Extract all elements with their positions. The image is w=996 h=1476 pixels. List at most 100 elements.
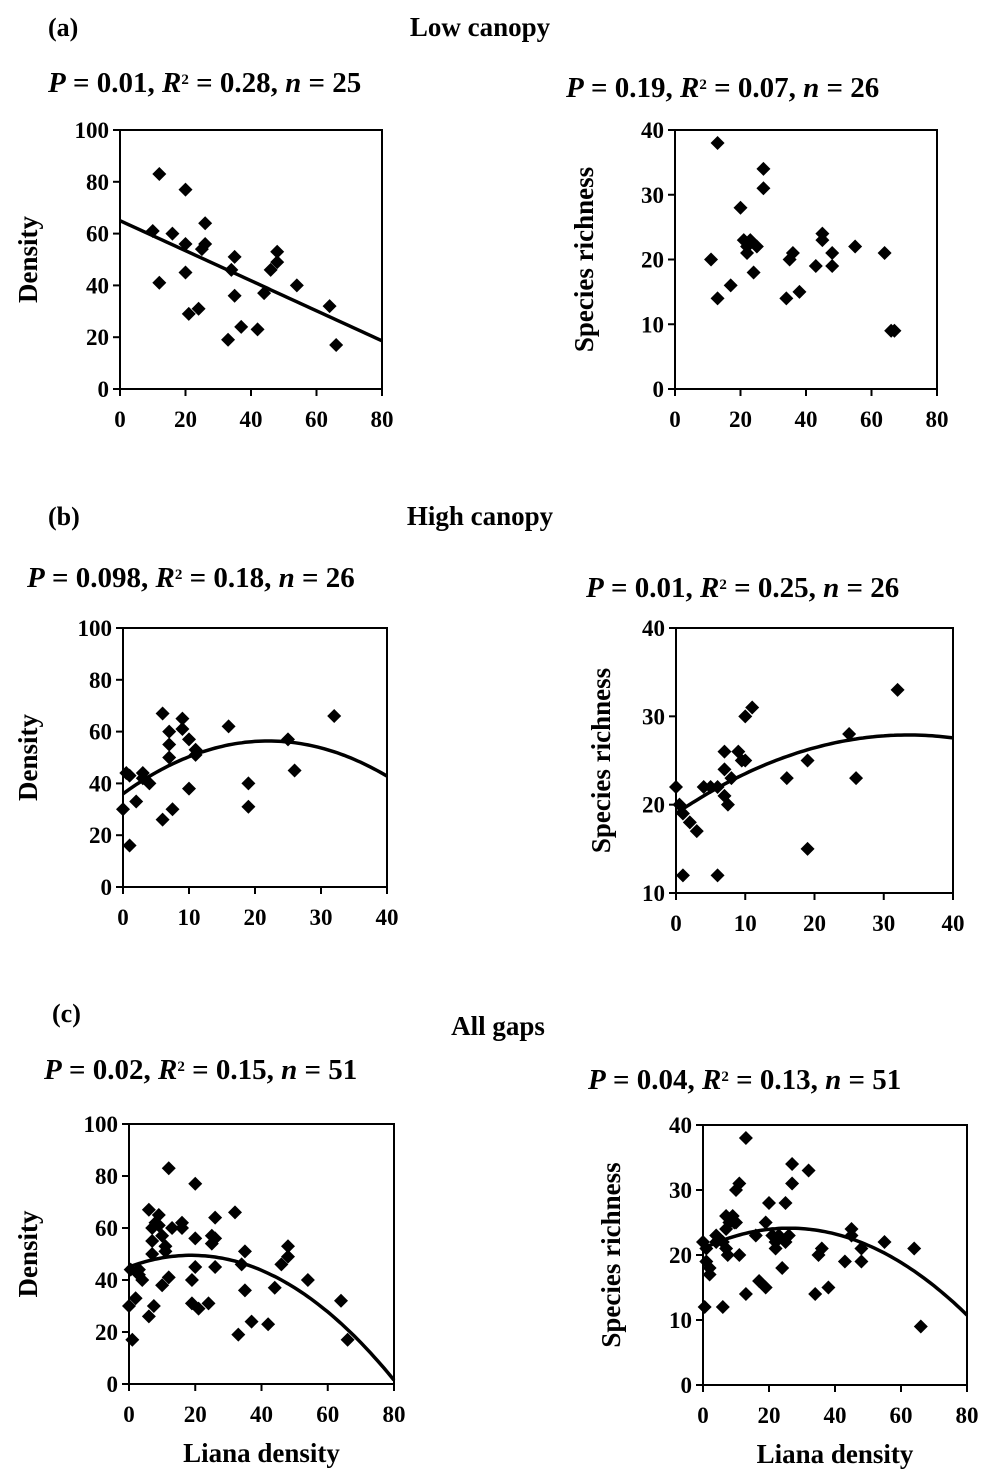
data-point: [775, 1261, 790, 1275]
data-point: [145, 224, 160, 239]
data-point: [779, 291, 794, 306]
panel-label-b: (b): [48, 502, 80, 531]
data-point: [778, 1196, 793, 1210]
x-tick-label: 0: [117, 905, 129, 930]
data-point: [141, 1309, 156, 1324]
row-title-a: Low canopy: [410, 12, 551, 42]
stats-label: P = 0.01, R2 = 0.25, n = 26: [585, 572, 899, 604]
x-tick-label: 10: [734, 911, 757, 936]
x-tick-label: 80: [926, 407, 949, 432]
stats-label: P = 0.01, R2 = 0.28, n = 25: [47, 67, 361, 99]
y-tick-label: 80: [95, 1164, 118, 1189]
panel-label-c: (c): [52, 999, 81, 1028]
data-point: [234, 319, 249, 334]
data-point: [257, 286, 272, 301]
x-tick-label: 40: [942, 911, 965, 936]
data-point: [281, 1249, 295, 1264]
data-point: [699, 1241, 714, 1256]
data-point: [125, 1332, 140, 1347]
data-point: [261, 1317, 276, 1332]
data-point: [148, 1215, 163, 1230]
y-axis-title: Density: [13, 1210, 43, 1297]
data-point: [717, 744, 732, 759]
y-tick-label: 10: [641, 312, 664, 337]
data-point: [756, 161, 771, 176]
data-point: [738, 1131, 753, 1145]
chart-3: 0 10 20 30 40 0 20 40 60 80 100 Density P = 0.098, R…: [13, 562, 399, 930]
data-point: [281, 732, 295, 747]
data-point: [221, 332, 236, 347]
data-point: [191, 1301, 206, 1316]
data-point: [165, 802, 180, 817]
data-point: [768, 1241, 783, 1256]
data-point: [732, 1176, 747, 1191]
x-tick-label: 80: [371, 407, 394, 432]
y-tick-label: 0: [98, 377, 110, 402]
data-point: [135, 771, 150, 786]
x-tick-label: 0: [670, 911, 682, 936]
data-point: [327, 709, 342, 724]
data-point: [844, 1222, 859, 1236]
data-point: [837, 1254, 852, 1269]
data-point: [155, 706, 170, 721]
y-tick-label: 100: [84, 1112, 119, 1137]
x-tick-label: 40: [824, 1403, 847, 1428]
x-tick-label: 40: [250, 1402, 273, 1427]
data-point: [907, 1241, 922, 1256]
x-tick-label: 20: [174, 407, 197, 432]
data-point: [263, 262, 278, 277]
data-point: [322, 299, 337, 314]
row-title-b: High canopy: [407, 501, 554, 531]
data-point: [145, 1247, 160, 1261]
data-point: [178, 236, 193, 251]
data-point: [228, 1205, 242, 1220]
data-point: [227, 288, 242, 303]
data-point: [785, 1157, 800, 1171]
data-point: [270, 255, 285, 270]
data-point: [122, 838, 137, 853]
data-point: [785, 1176, 800, 1191]
data-point: [300, 1273, 315, 1287]
data-point: [128, 1291, 143, 1306]
y-tick-label: 40: [89, 771, 112, 796]
x-axis-title: Liana density: [183, 1438, 340, 1468]
data-point: [145, 1234, 160, 1248]
data-point: [281, 1239, 295, 1254]
data-point: [237, 1244, 252, 1259]
data-point: [697, 1300, 712, 1314]
x-tick-label: 30: [872, 911, 895, 936]
data-point: [208, 1260, 223, 1274]
x-tick-label: 20: [184, 1402, 207, 1427]
data-point: [188, 747, 203, 762]
y-axis-title: Species richness: [586, 668, 616, 853]
x-tick-label: 0: [123, 1402, 135, 1427]
data-point: [162, 750, 177, 765]
data-point: [722, 1215, 737, 1230]
y-tick-label: 20: [641, 248, 664, 273]
x-tick-label: 20: [758, 1403, 781, 1428]
data-point: [762, 1196, 776, 1210]
y-tick-label: 60: [89, 720, 112, 745]
data-point: [182, 732, 196, 747]
y-tick-label: 30: [642, 704, 665, 729]
data-point: [188, 1260, 203, 1274]
data-point: [334, 1293, 348, 1308]
data-point: [224, 262, 239, 277]
y-tick-label: 60: [95, 1216, 118, 1241]
data-point: [738, 753, 753, 768]
data-point: [131, 1267, 146, 1282]
data-point: [234, 1257, 249, 1272]
fit-line: [675, 733, 954, 815]
chart-1: 0 20 40 60 80 0 20 40 60 80 100 Density P = 0.01, R2…: [13, 67, 394, 432]
data-point: [675, 806, 690, 821]
data-point: [842, 727, 857, 741]
y-tick-label: 30: [669, 1178, 692, 1203]
x-tick-label: 40: [240, 407, 263, 432]
y-tick-label: 0: [653, 377, 665, 402]
data-point: [165, 1221, 180, 1235]
fit-line: [128, 1253, 396, 1382]
data-point: [267, 1280, 282, 1295]
data-point: [689, 824, 704, 839]
